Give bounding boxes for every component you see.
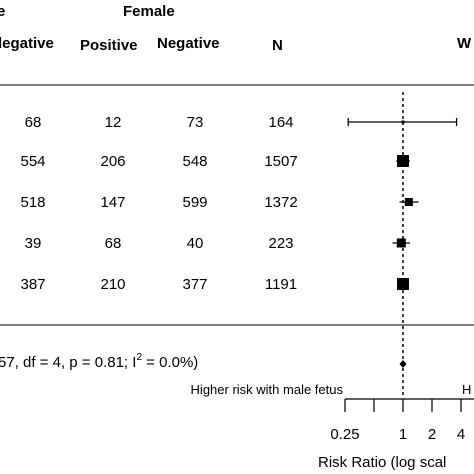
cell-male-negative: 518 (20, 194, 45, 211)
cell-n: 1191 (265, 276, 297, 293)
cell-female-positive: 206 (100, 153, 125, 170)
direction-label-left: Higher risk with male fetus (191, 382, 344, 397)
table-rows: 68 12 73 164 554 206 548 1507 518 147 599 1372 39 68 4… (20, 114, 297, 293)
header-weight: W (457, 35, 472, 52)
cell-female-negative: 40 (187, 235, 204, 252)
header-female-negative: Negative (157, 35, 220, 52)
cell-male-negative: 68 (25, 114, 42, 131)
cell-male-negative: 554 (20, 153, 45, 170)
heterogeneity-statistics: 57, df = 4, p = 0.81; I2 = 0.0%) (0, 352, 198, 371)
effect-markers (347, 118, 458, 290)
x-axis-label: Risk Ratio (log scal (318, 454, 446, 471)
cell-female-positive: 210 (100, 276, 125, 293)
cell-n: 1507 (264, 153, 297, 170)
cell-female-negative: 73 (187, 114, 204, 131)
cell-n: 223 (268, 235, 293, 252)
header-female-group: Female (123, 3, 175, 20)
x-axis: 0.25 1 2 4 (330, 398, 474, 443)
point-estimate-box (404, 198, 413, 206)
header-n: N (272, 37, 283, 54)
cell-female-positive: 12 (105, 114, 122, 131)
cell-female-negative: 599 (182, 194, 207, 211)
x-tick-label: 4 (457, 426, 465, 443)
cell-female-negative: 377 (182, 276, 207, 293)
point-estimate-box (396, 238, 406, 248)
cell-female-positive: 68 (105, 235, 122, 252)
x-tick-label: 1 (399, 426, 407, 443)
cell-male-negative: 387 (20, 276, 45, 293)
cell-n: 164 (268, 114, 293, 131)
x-tick-label: 2 (428, 426, 436, 443)
header-male-negative: legative (0, 35, 54, 52)
header-male-group: e (0, 3, 5, 20)
cell-female-negative: 548 (182, 153, 207, 170)
cell-n: 1372 (264, 194, 297, 211)
point-estimate-box (397, 155, 409, 167)
point-estimate-box (397, 278, 409, 290)
point-estimate-box (401, 120, 405, 124)
summary-diamond (399, 360, 407, 368)
header-female-positive: Positive (80, 37, 138, 54)
x-tick-label: 0.25 (330, 426, 359, 443)
direction-label-right: H (462, 382, 471, 397)
cell-female-positive: 147 (100, 194, 125, 211)
cell-male-negative: 39 (25, 235, 42, 252)
